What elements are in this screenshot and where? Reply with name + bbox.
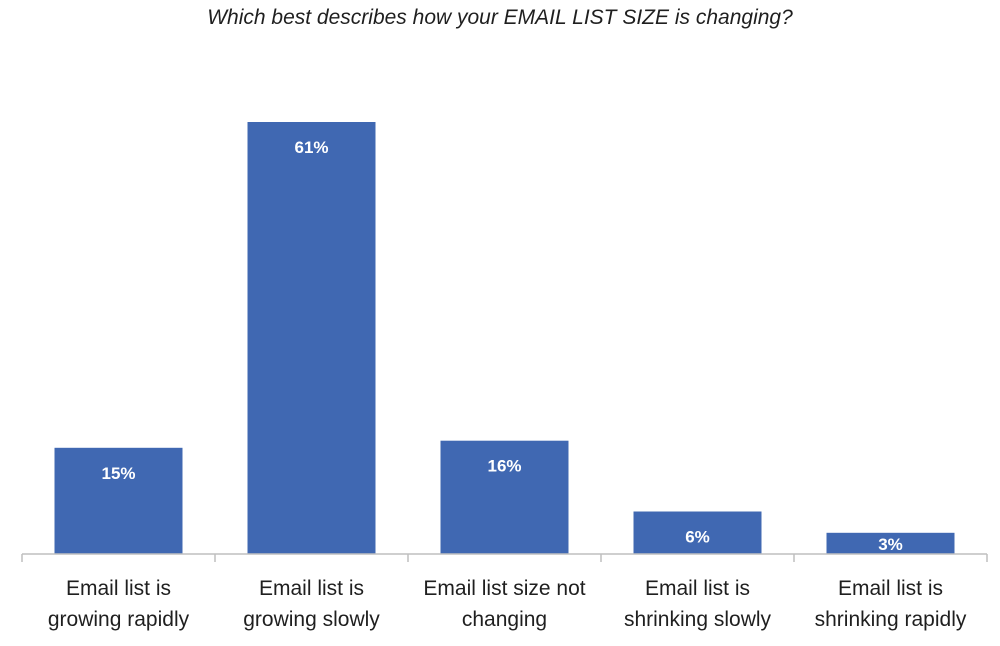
bar-2: [247, 122, 376, 554]
category-label-1: Email list is growing rapidly: [48, 577, 190, 631]
data-label-5: 3%: [878, 535, 903, 554]
data-label-1: 15%: [101, 464, 135, 483]
x-axis: [21, 553, 988, 562]
bars-group: 15% 61% 16% 6% 3%: [54, 122, 955, 554]
category-label-3: Email list size not changing: [423, 577, 585, 631]
category-label-5: Email list is shrinking rapidly: [815, 577, 967, 631]
bar-1: [54, 447, 183, 554]
bar-3: [440, 440, 569, 554]
bar-4: [633, 511, 762, 554]
bar-5: [826, 532, 955, 554]
data-label-4: 6%: [685, 528, 710, 547]
data-label-2: 61%: [294, 138, 328, 157]
category-labels: Email list is growing rapidly Email list i…: [48, 577, 967, 631]
category-label-4: Email list is shrinking slowly: [624, 577, 772, 631]
category-label-2: Email list is growing slowly: [243, 577, 380, 631]
data-label-3: 16%: [487, 457, 521, 476]
chart-title: Which best describes how your EMAIL LIST…: [207, 6, 793, 29]
